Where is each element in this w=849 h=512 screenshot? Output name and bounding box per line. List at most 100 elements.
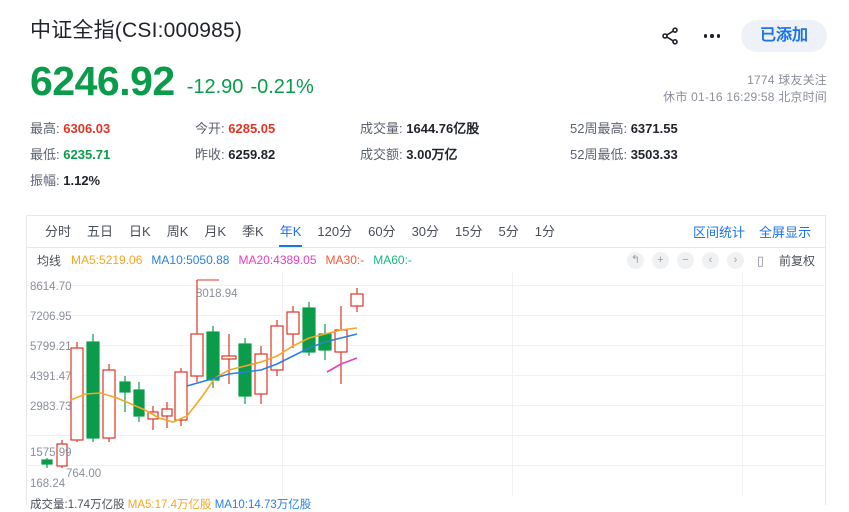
tab-fenshi[interactable]: 分时: [45, 224, 72, 239]
stat-value: 1.12%: [63, 173, 101, 188]
stat-label: 52周最低:: [570, 147, 628, 162]
stat-label: 最高:: [30, 121, 60, 136]
candle: [334, 306, 348, 384]
follow-count: 1774: [747, 73, 775, 87]
status-line: 休市 01-16 16:29:58 北京时间: [663, 89, 827, 106]
added-button[interactable]: 已添加: [740, 20, 827, 52]
candles: [41, 280, 364, 468]
ma10-value: MA10:5050.88: [151, 253, 230, 267]
chart-card: 分时 五日 日K 周K 月K 季K 年K 120分 60分 30分 15分 5分…: [26, 215, 826, 505]
timeframe-tabs: 分时 五日 日K 周K 月K 季K 年K 120分 60分 30分 15分 5分…: [27, 216, 825, 248]
y-tick-0: 8614.70: [30, 281, 72, 293]
tab-monthk[interactable]: 月K: [204, 224, 227, 239]
header: 中证全指(CSI:000985) 已添加 6246.92 -12.90 -0.21…: [0, 0, 849, 104]
change-absolute: -12.90: [186, 76, 244, 98]
candle: [254, 346, 268, 404]
change-percent: -0.21%: [250, 76, 314, 98]
y-tick-1: 7206.95: [30, 311, 72, 323]
stat-value: 3.00万亿: [406, 147, 458, 162]
stat-label: 振幅:: [30, 173, 60, 188]
page-title: 中证全指(CSI:000985): [30, 19, 243, 42]
tab-15min[interactable]: 15分: [455, 224, 483, 239]
y-tick-5: 1575.99: [30, 447, 72, 459]
stat-value: 1644.76亿股: [406, 121, 480, 136]
candle: [119, 376, 131, 412]
stat-high: 最高: 6306.03: [30, 118, 110, 137]
tab-dayk[interactable]: 日K: [129, 224, 151, 239]
grid-lines-vertical: [282, 272, 743, 496]
tab-5min[interactable]: 5分: [498, 224, 519, 239]
stat-label: 最低:: [30, 147, 60, 162]
follow-label: 球友关注: [778, 73, 827, 87]
zoom-in-icon[interactable]: +: [651, 251, 669, 269]
last-price: 6246.92: [30, 58, 175, 104]
stat-open: 今开: 6285.05: [195, 118, 275, 137]
tab-30min[interactable]: 30分: [411, 224, 440, 239]
candle: [238, 338, 252, 404]
tabs-right-actions: 区间统计 全屏显示: [693, 222, 817, 241]
tab-5day[interactable]: 五日: [87, 224, 114, 239]
zoom-out-icon[interactable]: −: [676, 251, 694, 269]
stat-value: 6259.82: [228, 147, 276, 162]
candle: [221, 334, 237, 384]
candle: [133, 382, 145, 422]
share-icon[interactable]: [657, 23, 683, 49]
volume-ma5: MA5:17.4万亿股: [127, 499, 212, 511]
stat-prev-close: 昨收: 6259.82: [195, 144, 275, 163]
quote-time: 01-16 16:29:58: [691, 90, 775, 104]
fullscreen-link[interactable]: 全屏显示: [758, 225, 811, 240]
ma30-value: MA30:-: [325, 253, 365, 267]
stat-value: 6306.03: [63, 121, 111, 136]
prev-icon[interactable]: ‹: [701, 251, 719, 269]
ma-legend: 均线 MA5:5219.06 MA10:5050.88 MA20:4389.05…: [27, 248, 825, 272]
stats-grid: 最高: 6306.03 最低: 6235.71 振幅: 1.12% 今开: 62…: [30, 118, 849, 190]
market-status: 休市: [663, 90, 688, 104]
next-icon[interactable]: ›: [726, 251, 744, 269]
adjust-type-label[interactable]: 前复权: [778, 253, 815, 268]
annotation-period-low: 764.00: [66, 468, 102, 480]
tab-1min[interactable]: 1分: [534, 224, 555, 239]
stat-turnover: 成交额: 3.00万亿: [360, 144, 458, 163]
candle: [190, 280, 204, 382]
candle: [174, 368, 188, 426]
ma20-value: MA20:4389.05: [238, 253, 317, 267]
annotation-period-high: 8018.94: [196, 288, 238, 300]
measure-icon[interactable]: ▯: [756, 252, 765, 268]
tab-yeark[interactable]: 年K: [272, 216, 310, 247]
stat-value: 3503.33: [630, 147, 678, 162]
stat-value: 6371.55: [630, 121, 678, 136]
tab-60min[interactable]: 60分: [368, 224, 396, 239]
ma5-value: MA5:5219.06: [71, 253, 143, 267]
candle: [41, 458, 53, 468]
range-stats-link[interactable]: 区间统计: [692, 225, 745, 240]
more-dots-icon[interactable]: [699, 23, 725, 49]
candle: [302, 302, 316, 356]
volume-ma10: MA10:14.73万亿股: [214, 499, 312, 511]
timezone: 北京时间: [778, 90, 827, 104]
stat-volume: 成交量: 1644.76亿股: [360, 118, 479, 137]
candle: [161, 402, 173, 428]
tab-quarterk[interactable]: 季K: [242, 224, 264, 239]
ma20-line: [326, 357, 358, 373]
candle: [270, 320, 284, 376]
volume-indicator-legend: 成交量:1.74万亿股 MA5:17.4万亿股 MA10:14.73万亿股: [30, 496, 311, 512]
candle: [102, 364, 116, 442]
tab-120min[interactable]: 120分: [317, 224, 353, 239]
stat-value: 6285.05: [228, 121, 276, 136]
ma-legend-label: 均线: [37, 253, 62, 268]
candle: [70, 342, 84, 442]
grid-lines: [27, 285, 825, 466]
candlestick-plot[interactable]: 雪球: [27, 272, 825, 496]
undo-icon[interactable]: ↰: [626, 251, 644, 269]
y-tick-3: 4391.47: [30, 371, 72, 383]
stat-label: 昨收:: [195, 147, 225, 162]
candle: [350, 288, 364, 312]
y-tick-6: 168.24: [30, 478, 66, 490]
stat-52w-low: 52周最低: 3503.33: [570, 144, 678, 163]
volume-value: 成交量:1.74万亿股: [30, 499, 125, 511]
stat-label: 成交额:: [360, 147, 403, 162]
candle: [86, 334, 100, 442]
y-tick-4: 2983.73: [30, 401, 72, 413]
tab-weekk[interactable]: 周K: [166, 224, 189, 239]
